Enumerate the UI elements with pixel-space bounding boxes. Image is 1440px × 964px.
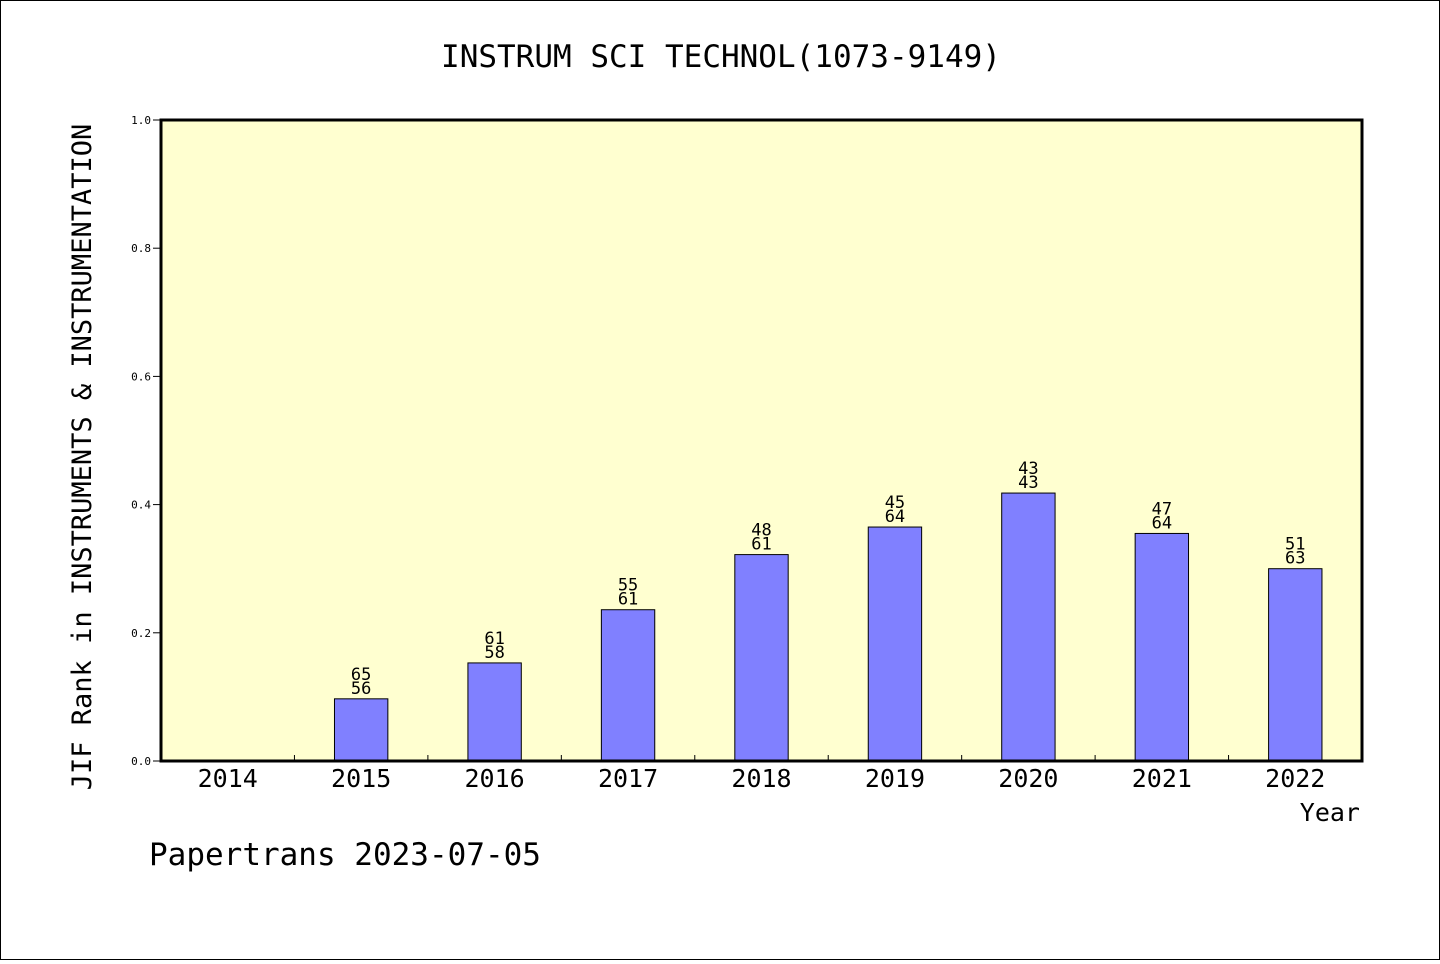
bar-2020 [1001,492,1056,762]
y-axis-ticks: 0.0 0.2 0.4 0.6 0.8 1.0 [131,114,161,768]
bar-label-total: 56 [351,679,371,699]
bar-label-total: 43 [1018,473,1038,493]
x-tick-label: 2019 [865,764,925,793]
bar-label-rank: 45 [885,493,905,513]
footer-text: Papertrans 2023-07-05 [149,837,541,873]
x-tick-label: 2020 [998,764,1058,793]
y-axis-label: JIF Rank in INSTRUMENTS & INSTRUMENTATIO… [67,124,98,790]
bar-label-rank: 43 [1018,459,1038,479]
x-tick-label: 2021 [1132,764,1192,793]
bar-label-rank: 48 [751,521,771,541]
x-tick-label: 2017 [598,764,658,793]
chart-title: INSTRUM SCI TECHNOL(1073-9149) [441,39,1001,75]
x-tick-label: 2015 [331,764,391,793]
x-tick-label: 2018 [731,764,791,793]
bar-2021 [1134,532,1190,762]
bar-label-total: 61 [751,535,771,555]
y-tick-label: 0.2 [131,627,151,640]
x-tick-label: 2014 [198,764,258,793]
bar-2022 [1268,568,1323,762]
bar-2017 [600,609,656,762]
bar-label-rank: 51 [1285,535,1305,555]
x-axis-ticks: 2014 2015 2016 2017 2018 2019 2020 2021 2022 [198,755,1325,793]
y-tick-label: 0.6 [131,370,151,383]
x-tick-label: 2022 [1265,764,1325,793]
y-tick-label: 0.0 [131,755,151,768]
bar-2015 [333,698,389,762]
bar-label-rank: 47 [1152,499,1172,519]
bar-label-rank: 65 [351,665,371,685]
bar-label-total: 61 [618,590,638,610]
x-axis-label: Year [1300,798,1360,827]
bar-label-rank: 61 [484,629,504,649]
bar-label-rank: 55 [618,576,638,596]
x-tick-label: 2016 [465,764,525,793]
bar-label-total: 58 [484,643,504,663]
bar-2019 [867,526,923,762]
y-tick-label: 1.0 [131,114,151,127]
bar-2018 [734,554,789,762]
bar-label-total: 64 [885,507,905,527]
bar-label-total: 64 [1152,513,1172,533]
y-tick-label: 0.4 [131,499,151,512]
y-tick-label: 0.8 [131,242,151,255]
bar-label-total: 63 [1285,549,1305,569]
plot-border [159,118,1364,763]
bar-2016 [467,662,522,762]
bars [333,492,1323,762]
